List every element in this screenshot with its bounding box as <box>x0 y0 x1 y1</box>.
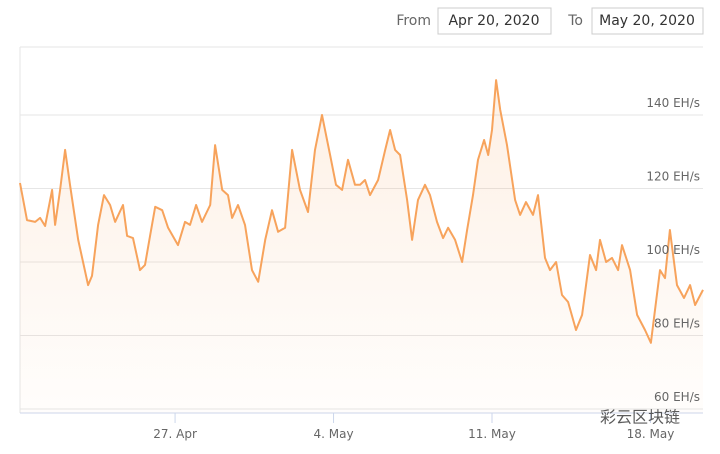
y-tick-label: 100 EH/s <box>646 243 700 257</box>
x-tick-label: 4. May <box>314 427 354 441</box>
to-input[interactable] <box>591 7 704 35</box>
axis-labels: 60 EH/s 80 EH/s 100 EH/s 120 EH/s 140 EH/s 27… <box>153 96 700 441</box>
x-tick-label: 18. May <box>627 427 675 441</box>
from-value: Apr 20, 2020 <box>448 13 539 29</box>
y-tick-label: 80 EH/s <box>654 316 700 330</box>
line <box>19 79 704 344</box>
series <box>19 79 704 413</box>
x-tick-label: 27. Apr <box>153 427 197 441</box>
y-tick-label: 60 EH/s <box>654 390 700 404</box>
x-tick-label: 11. May <box>468 427 516 441</box>
y-tick-label: 120 EH/s <box>646 169 700 183</box>
watermark: 彩云区块链 <box>600 408 680 427</box>
from-label: From <box>396 13 431 29</box>
to-value: May 20, 2020 <box>599 13 695 29</box>
to-label: To <box>567 13 583 29</box>
area-fill <box>20 80 703 413</box>
y-tick-label: 140 EH/s <box>646 96 700 110</box>
from-input[interactable] <box>437 7 552 35</box>
